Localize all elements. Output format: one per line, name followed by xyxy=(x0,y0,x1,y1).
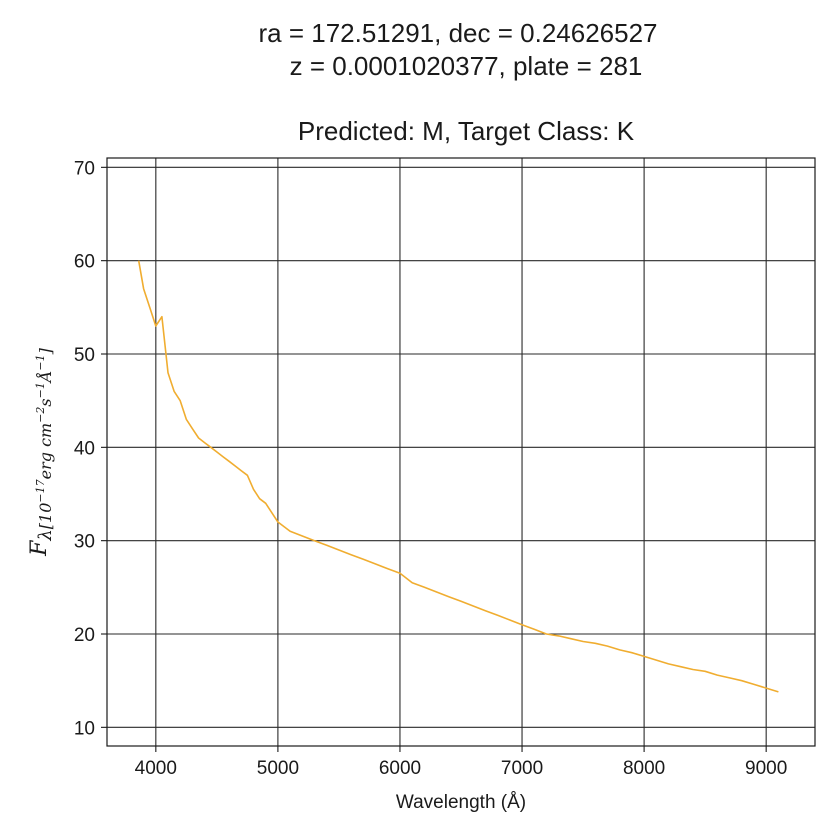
title-line-4: Predicted: M, Target Class: K xyxy=(298,116,635,146)
ylabel-sub-symbol: λ xyxy=(35,529,56,541)
ylabel-open: [ xyxy=(36,522,55,529)
ylabel-exp: −17 xyxy=(34,479,47,502)
title-line-2: z = 0.0001020377, plate = 281 xyxy=(290,51,643,81)
ylabel-close: ] xyxy=(36,347,55,355)
x-tick-label-8000: 8000 xyxy=(623,758,665,779)
y-axis-label: Fλ[10−17erg cm−2s−1Å−1] xyxy=(27,347,56,557)
grid-lines xyxy=(107,158,815,746)
x-tick-label-4000: 4000 xyxy=(135,758,177,779)
x-axis-label: Wavelength (Å) xyxy=(396,792,526,813)
ylabel-unit2: s xyxy=(36,398,55,406)
spectrum-line xyxy=(137,260,779,693)
ylabel-exp2: −2 xyxy=(34,407,47,423)
ylabel-exp3: −1 xyxy=(34,382,47,398)
title-line-1: ra = 172.51291, dec = 0.24626527 xyxy=(258,18,657,48)
y-tick-label-40: 40 xyxy=(74,438,95,459)
ylabel-exp4: −1 xyxy=(34,354,47,370)
chart-title: ra = 172.51291, dec = 0.24626527 z = 0.0… xyxy=(258,18,657,146)
ylabel-base: 10 xyxy=(36,503,55,523)
ylabel-unit3: Å xyxy=(35,371,55,385)
y-tick-label-50: 50 xyxy=(74,345,95,366)
x-tick-label-6000: 6000 xyxy=(379,758,421,779)
y-tick-label-60: 60 xyxy=(74,252,95,273)
x-tick-label-5000: 5000 xyxy=(257,758,299,779)
y-tick-label-30: 30 xyxy=(74,532,95,553)
y-tick-label-20: 20 xyxy=(74,625,95,646)
spectrum-series xyxy=(137,260,779,693)
y-tick-label-10: 10 xyxy=(74,718,95,739)
y-tick-label-70: 70 xyxy=(74,158,95,179)
ylabel-main: F xyxy=(27,540,52,557)
ylabel-unit1: erg cm xyxy=(36,423,55,480)
axis-ticks: 4000 5000 6000 7000 8000 9000 10 20 30 40 50 60 70 xyxy=(74,158,787,779)
plot-frame xyxy=(106,157,816,747)
x-tick-label-9000: 9000 xyxy=(745,758,787,779)
x-tick-label-7000: 7000 xyxy=(501,758,543,779)
